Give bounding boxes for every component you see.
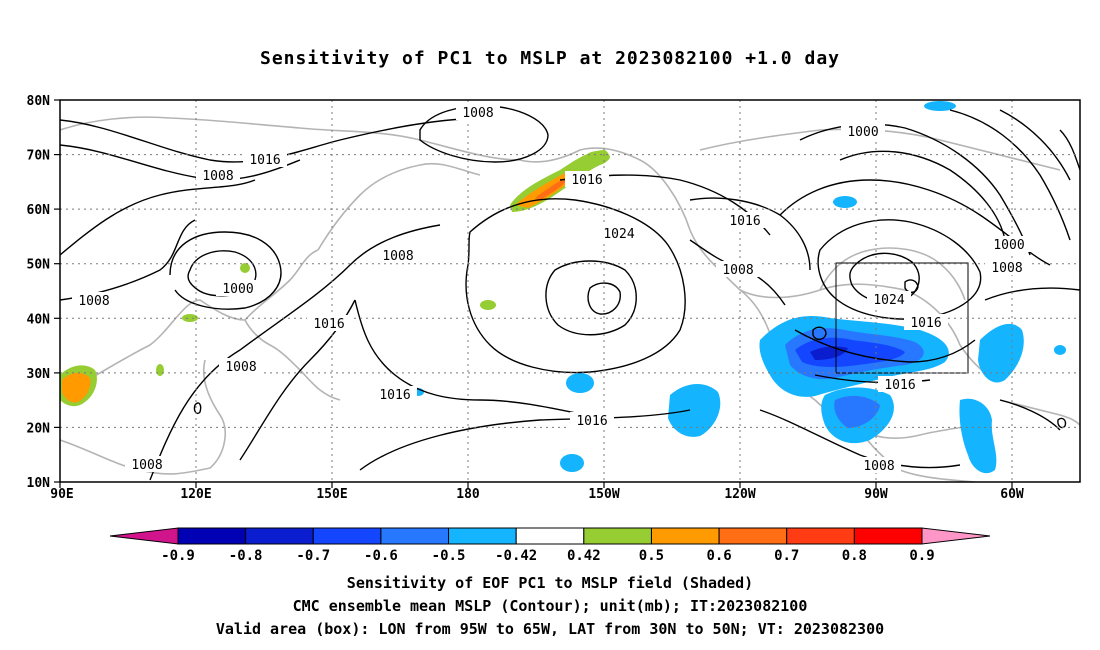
contour-label: 1016 xyxy=(249,153,280,168)
contour-label: 1008 xyxy=(131,458,162,473)
caption-line-3: Valid area (box): LON from 95W to 65W, L… xyxy=(215,620,885,638)
colorbar-label: 0.5 xyxy=(639,548,664,564)
lat-label: 80N xyxy=(27,94,51,109)
colorbar-label: 0.8 xyxy=(842,548,867,564)
colorbar-labels: -0.9 -0.8 -0.7 -0.6 -0.5 -0.42 0.42 0.5 0.6 0.7 0.… xyxy=(161,548,935,564)
contour-label: 1024 xyxy=(603,227,634,242)
colorbar-label: 0.6 xyxy=(706,548,731,564)
caption-line-1: Sensitivity of EOF PC1 to MSLP field (Sh… xyxy=(346,574,754,592)
colorbar-box xyxy=(650,527,720,545)
contour-label: 1016 xyxy=(576,414,607,429)
lat-label: 20N xyxy=(27,421,51,436)
lat-label: 30N xyxy=(27,367,51,382)
colorbar-boxes xyxy=(177,527,923,545)
contour-label: 1016 xyxy=(313,317,344,332)
contour-label: 1008 xyxy=(78,294,109,309)
lon-label: 60W xyxy=(1000,487,1024,502)
lat-label: 40N xyxy=(27,312,51,327)
contour-label: 1008 xyxy=(462,106,493,121)
lat-label: 50N xyxy=(27,258,51,273)
colorbar-label: -0.6 xyxy=(364,548,398,564)
colorbar-box xyxy=(245,527,314,545)
colorbar-label: 0.42 xyxy=(567,548,601,564)
contour-label: 1016 xyxy=(729,214,760,229)
contour-label: 1024 xyxy=(873,293,904,308)
colorbar-box xyxy=(583,527,652,545)
lon-label: 180 xyxy=(456,487,480,502)
lon-label: 150E xyxy=(316,487,347,502)
longitude-labels: 90E 120E 150E 180 150W 120W 90W 60W xyxy=(50,487,1024,502)
contour-label: 1016 xyxy=(571,173,602,188)
colorbar-box xyxy=(515,527,585,545)
colorbar-box xyxy=(718,527,788,545)
contour-label: 1000 xyxy=(993,238,1024,253)
colorbar-label: -0.5 xyxy=(432,548,466,564)
colorbar-box xyxy=(853,527,923,545)
colorbar-box xyxy=(786,527,855,545)
colorbar-under-arrow xyxy=(109,527,179,545)
colorbar-box xyxy=(177,527,247,545)
contour-label: 1000 xyxy=(847,125,878,140)
contour-label: 1000 xyxy=(222,282,253,297)
contour-label: 1008 xyxy=(991,261,1022,276)
axis-ticks xyxy=(54,99,1013,488)
colorbar-label: -0.9 xyxy=(161,548,195,564)
colorbar-box xyxy=(380,527,450,545)
lon-label: 120E xyxy=(180,487,211,502)
lon-label: 90E xyxy=(50,487,73,502)
lon-label: 90W xyxy=(864,487,888,502)
colorbar-box xyxy=(448,527,517,545)
contour-label: 1008 xyxy=(202,169,233,184)
contour-label: 1008 xyxy=(382,249,413,264)
lat-label: 60N xyxy=(27,203,51,218)
map-frame xyxy=(59,99,1081,483)
lat-label: 70N xyxy=(27,149,51,164)
lon-label: 150W xyxy=(588,487,619,502)
contour-label: 1016 xyxy=(884,378,915,393)
colorbar-label: -0.8 xyxy=(229,548,263,564)
lon-label: 120W xyxy=(724,487,755,502)
colorbar: -0.9 -0.8 -0.7 -0.6 -0.5 -0.42 0.42 0.5 0.6 0.7 0.… xyxy=(109,527,991,564)
contour-label: 1008 xyxy=(225,360,256,375)
chart-title: Sensitivity of PC1 to MSLP at 2023082100… xyxy=(259,48,840,69)
contour-label: 1016 xyxy=(379,388,410,403)
contour-label: 1016 xyxy=(910,316,941,331)
colorbar-over-arrow xyxy=(921,527,991,545)
contour-label: 1008 xyxy=(863,459,894,474)
contour-labels: 1008 1016 1008 1016 1024 1008 1000 1008 … xyxy=(72,104,1031,474)
lat-label: 10N xyxy=(27,476,51,491)
contour-label: 1008 xyxy=(722,263,753,278)
colorbar-label: 0.7 xyxy=(774,548,799,564)
caption-line-2: CMC ensemble mean MSLP (Contour); unit(m… xyxy=(292,597,808,615)
latitude-labels: 80N 70N 60N 50N 40N 30N 20N 10N xyxy=(27,94,51,491)
colorbar-label: 0.9 xyxy=(909,548,934,564)
colorbar-box xyxy=(312,527,382,545)
colorbar-label: -0.7 xyxy=(296,548,330,564)
colorbar-label: -0.42 xyxy=(495,548,537,564)
positive-shading xyxy=(60,150,610,407)
